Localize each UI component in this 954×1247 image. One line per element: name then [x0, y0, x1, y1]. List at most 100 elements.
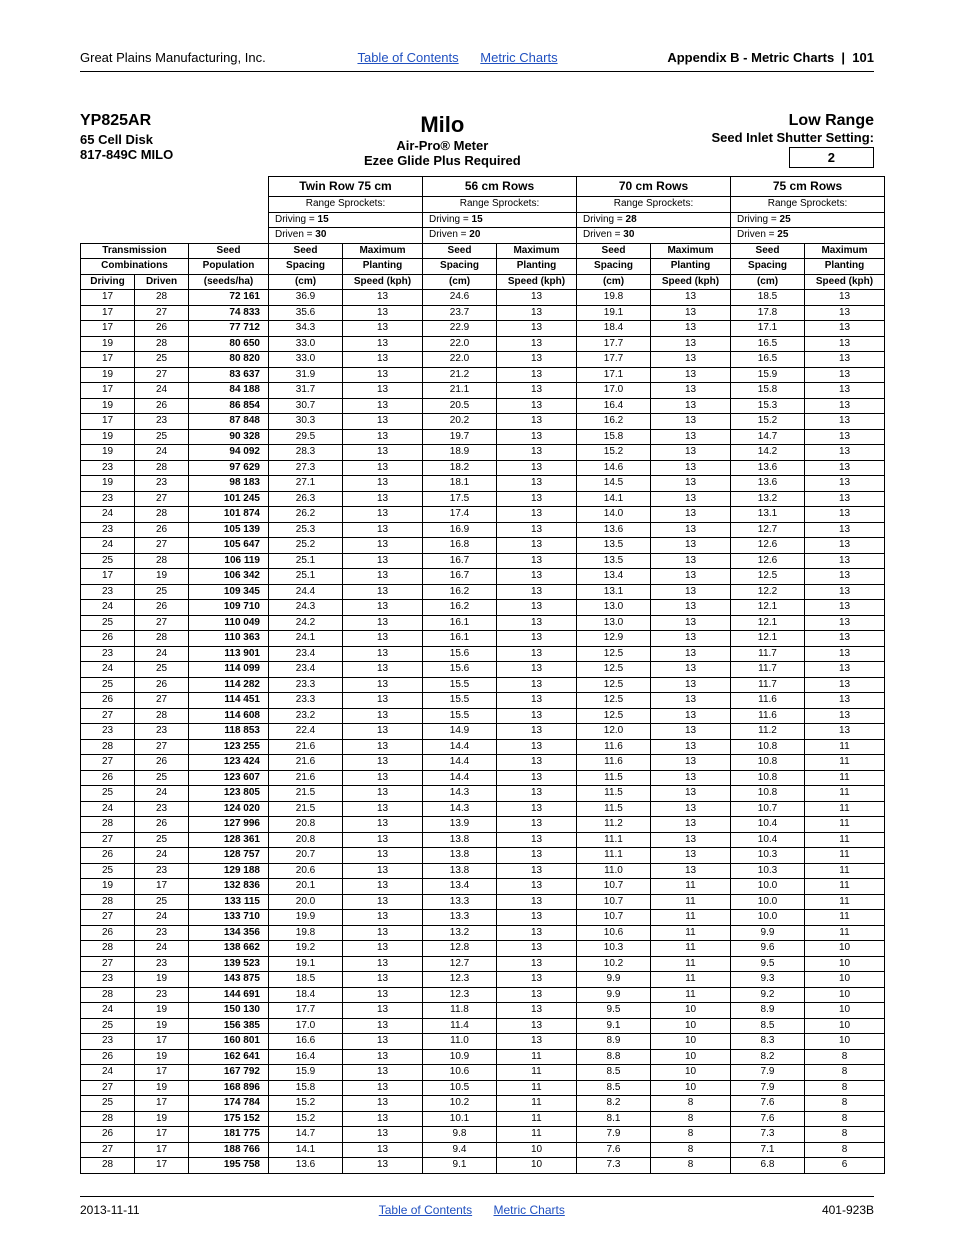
cell: 25.1 — [269, 569, 343, 585]
cell: 13 — [343, 972, 423, 988]
cell: 25 — [81, 677, 135, 693]
cell: 19 — [81, 476, 135, 492]
cell: 13 — [651, 863, 731, 879]
cell: 19 — [135, 972, 189, 988]
cell: 14.3 — [423, 801, 497, 817]
cell: 13 — [343, 476, 423, 492]
cell: 30.3 — [269, 414, 343, 430]
cell: 30.7 — [269, 398, 343, 414]
cell: 28 — [135, 336, 189, 352]
cell: 8.9 — [731, 1003, 805, 1019]
cell: 13.6 — [731, 460, 805, 476]
cell: 17 — [81, 321, 135, 337]
cell: 13 — [805, 646, 885, 662]
table-row: 172872 16136.91324.61319.81318.513 — [81, 290, 885, 306]
cell: 15.8 — [577, 429, 651, 445]
cell: 18.5 — [269, 972, 343, 988]
config-3-driving: Driving = 25 — [731, 212, 885, 228]
table-row: 192590 32829.51319.71315.81314.713 — [81, 429, 885, 445]
cell: 13 — [805, 398, 885, 414]
cell: 8.8 — [577, 1049, 651, 1065]
cell: 13 — [805, 538, 885, 554]
cell: 28 — [81, 1158, 135, 1174]
cell: 13 — [651, 460, 731, 476]
cell: 10.4 — [731, 832, 805, 848]
cell: 13 — [651, 429, 731, 445]
cell: 13 — [343, 708, 423, 724]
cell: 13 — [343, 863, 423, 879]
cell: 24 — [135, 646, 189, 662]
cell: 10.1 — [423, 1111, 497, 1127]
cell: 13 — [651, 321, 731, 337]
cell: 90 328 — [189, 429, 269, 445]
cell: 10.2 — [577, 956, 651, 972]
cell: 13 — [805, 708, 885, 724]
config-3-driven: Driven = 25 — [731, 228, 885, 244]
cell: 80 820 — [189, 352, 269, 368]
cell: 25 — [135, 584, 189, 600]
cell: 128 361 — [189, 832, 269, 848]
table-row: 2519156 38517.01311.4139.1108.510 — [81, 1018, 885, 1034]
cell: 109 345 — [189, 584, 269, 600]
combos-h: Combinations — [81, 259, 189, 275]
table-row: 2625123 60721.61314.41311.51310.811 — [81, 770, 885, 786]
cell: 7.6 — [577, 1142, 651, 1158]
cell: 12.5 — [577, 693, 651, 709]
cell: 13.8 — [423, 863, 497, 879]
cell: 14.3 — [423, 786, 497, 802]
cell: 24 — [81, 600, 135, 616]
config-1-driven: Driven = 20 — [423, 228, 577, 244]
table-row: 2323118 85322.41314.91312.01311.213 — [81, 724, 885, 740]
cell: 123 424 — [189, 755, 269, 771]
cell: 13 — [805, 600, 885, 616]
cell: 15.2 — [269, 1096, 343, 1112]
metric-charts-link[interactable]: Metric Charts — [480, 50, 557, 65]
cell: 17 — [81, 383, 135, 399]
cell: 13 — [805, 631, 885, 647]
cell: 9.9 — [577, 972, 651, 988]
table-row: 172484 18831.71321.11317.01315.813 — [81, 383, 885, 399]
cell: 11 — [651, 894, 731, 910]
cell: 15.5 — [423, 677, 497, 693]
toc-link[interactable]: Table of Contents — [357, 50, 458, 65]
footer-toc-link[interactable]: Table of Contents — [379, 1203, 472, 1217]
cell: 13 — [343, 1003, 423, 1019]
cell: 24 — [135, 848, 189, 864]
table-row: 2417167 79215.91310.6118.5107.98 — [81, 1065, 885, 1081]
cell: 12.3 — [423, 972, 497, 988]
table-row: 172774 83335.61323.71319.11317.813 — [81, 305, 885, 321]
footer-mc-link[interactable]: Metric Charts — [493, 1203, 564, 1217]
cell: 13 — [651, 398, 731, 414]
cell: 28 — [135, 553, 189, 569]
cell: 23 — [135, 925, 189, 941]
cell: 87 848 — [189, 414, 269, 430]
cell: 28 — [81, 817, 135, 833]
cell: 11.5 — [577, 801, 651, 817]
cell: 28 — [135, 290, 189, 306]
cell: 23 — [81, 460, 135, 476]
cell: 25 — [81, 1018, 135, 1034]
cell: 13 — [343, 383, 423, 399]
cell: 7.9 — [731, 1080, 805, 1096]
table-row: 2719168 89615.81310.5118.5107.98 — [81, 1080, 885, 1096]
cell: 13 — [343, 367, 423, 383]
footer-date: 2013-11-11 — [80, 1203, 140, 1217]
cell: 21.2 — [423, 367, 497, 383]
cell: 22.0 — [423, 336, 497, 352]
cell: 13 — [497, 615, 577, 631]
cell: 12.0 — [577, 724, 651, 740]
cell: 11.8 — [423, 1003, 497, 1019]
cell: 12.1 — [731, 631, 805, 647]
cell: 13 — [343, 739, 423, 755]
trans-h: Transmission — [81, 243, 189, 259]
cell: 22.0 — [423, 352, 497, 368]
cell: 24 — [135, 941, 189, 957]
cell: 7.6 — [731, 1096, 805, 1112]
cell: 13 — [343, 941, 423, 957]
cell: 26 — [81, 1049, 135, 1065]
cell: 23 — [135, 724, 189, 740]
cell: 134 356 — [189, 925, 269, 941]
cell: 14.4 — [423, 739, 497, 755]
table-row: 2428101 87426.21317.41314.01313.113 — [81, 507, 885, 523]
cell: 13 — [497, 336, 577, 352]
